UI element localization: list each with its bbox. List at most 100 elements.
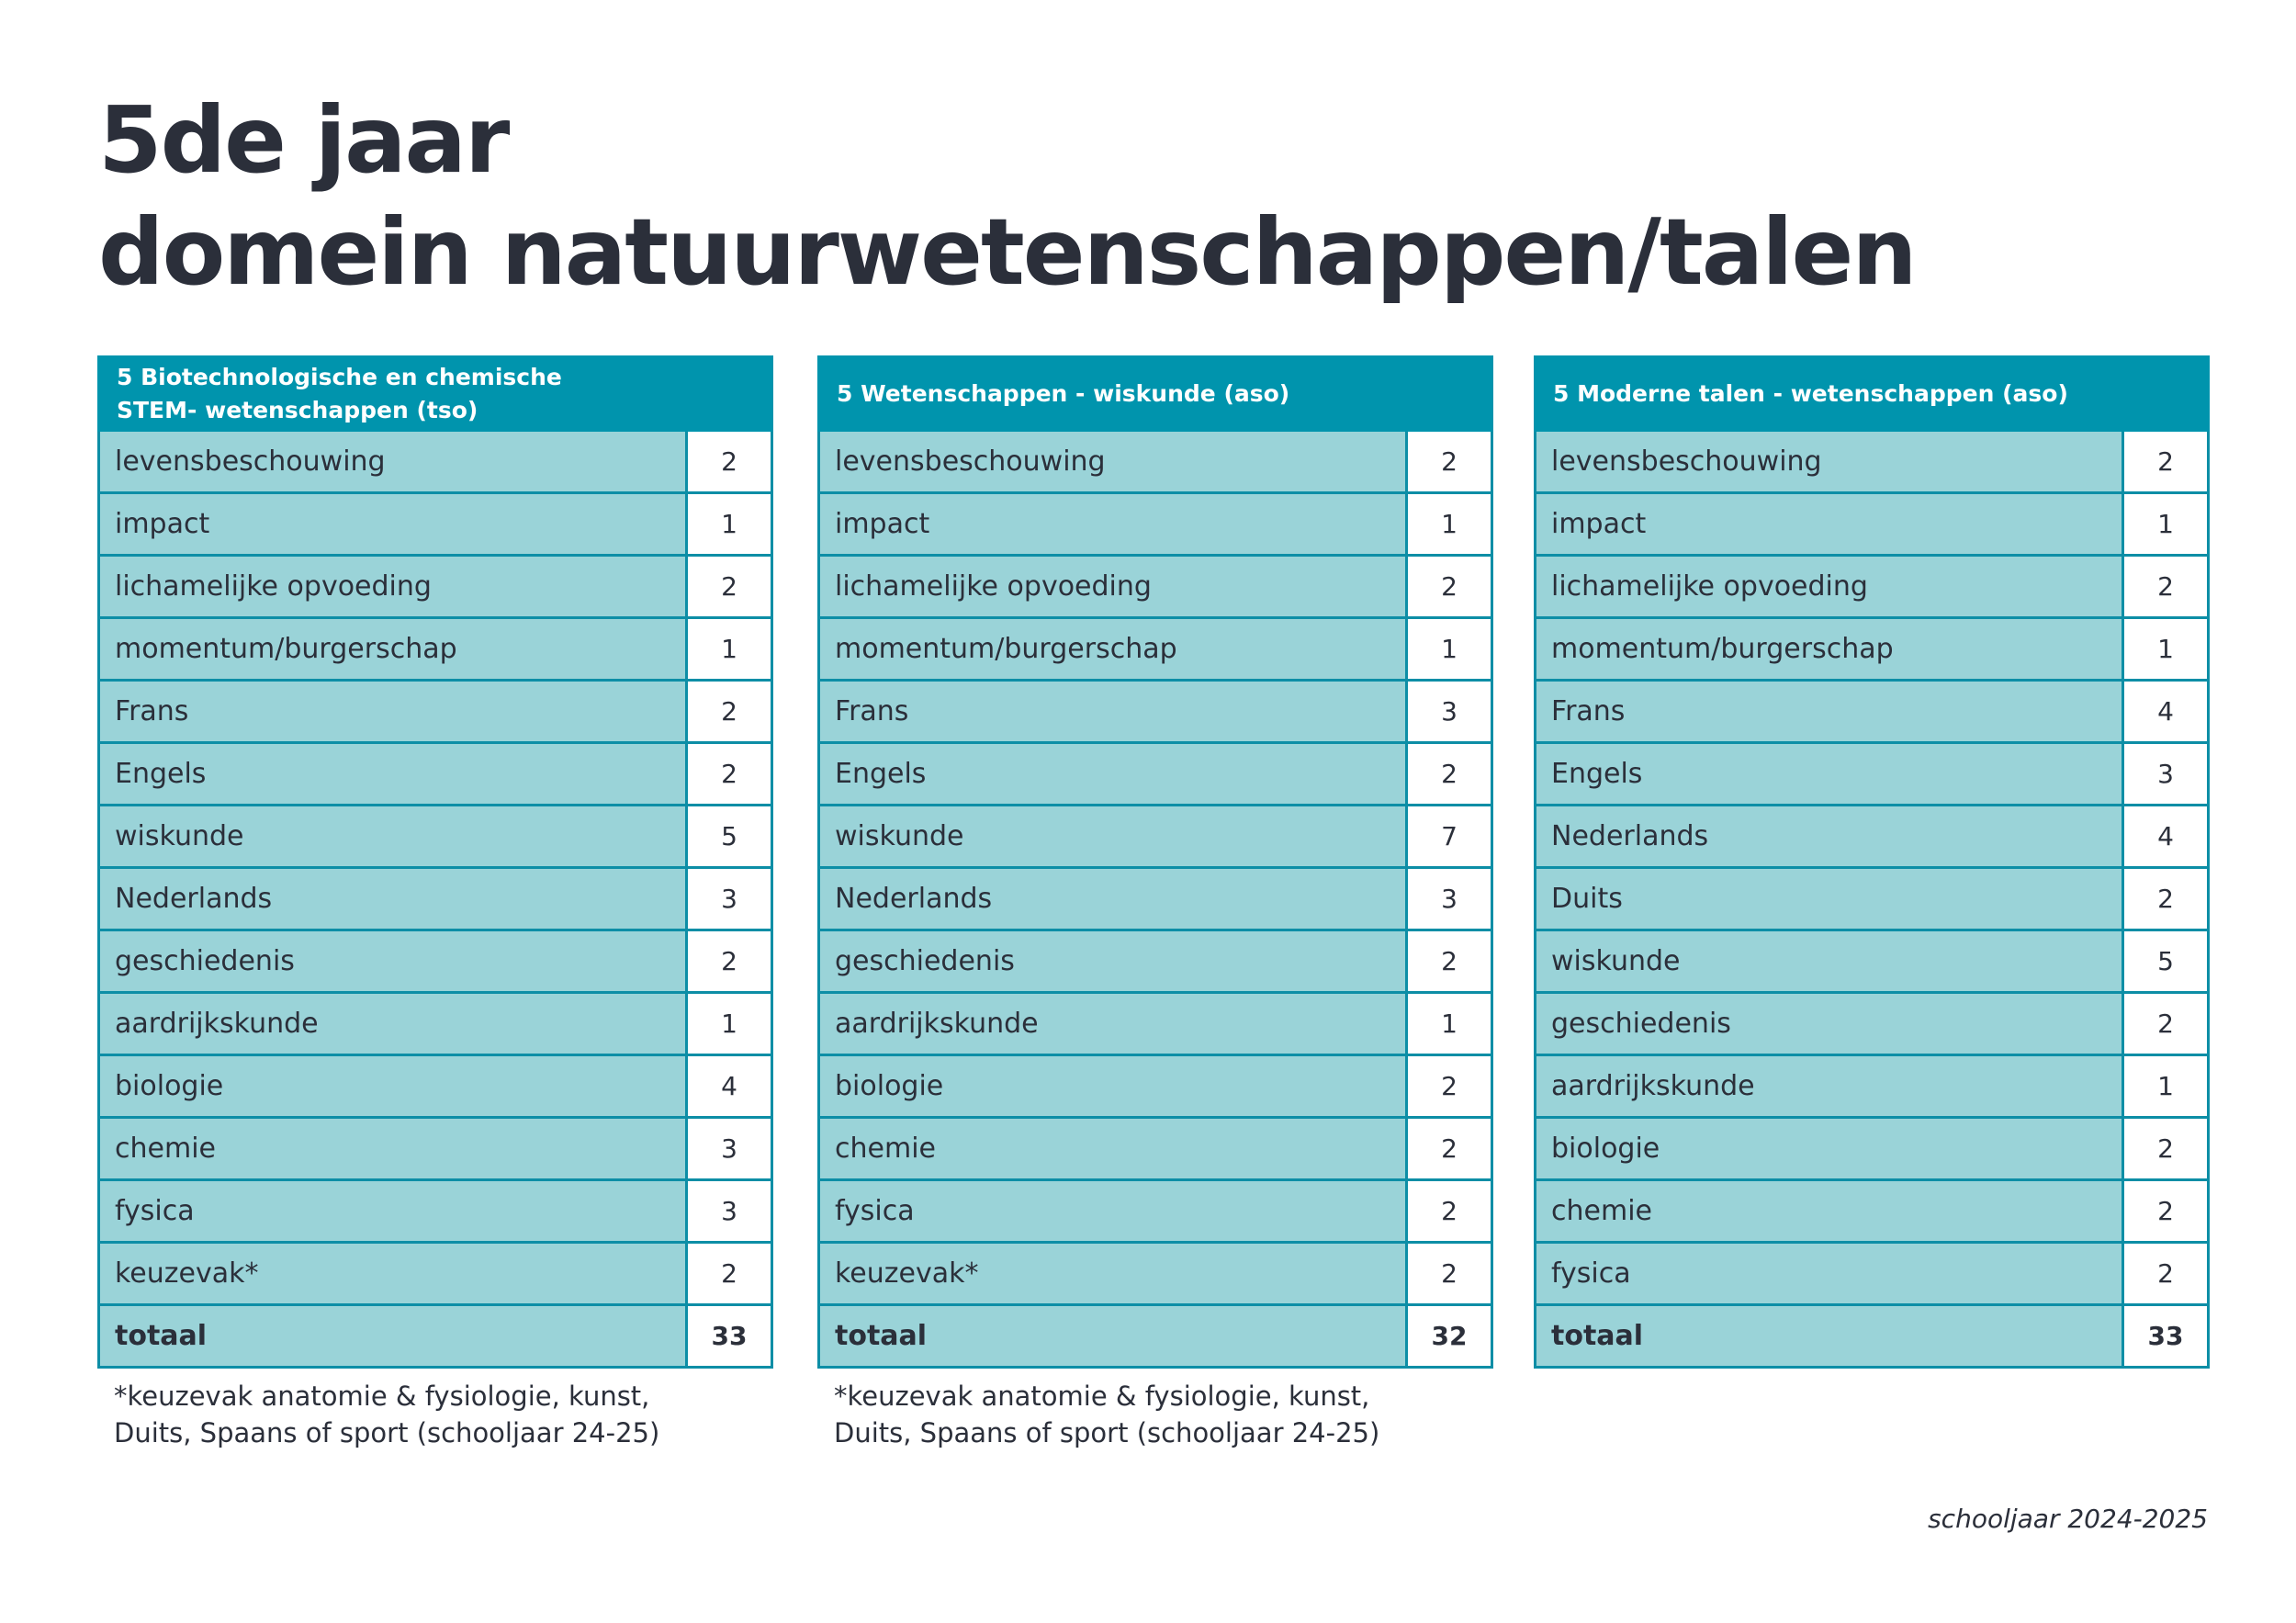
subject-name: Engels bbox=[1534, 741, 2124, 806]
table-row: impact 1 bbox=[1534, 491, 2210, 557]
table-row: lichamelijke opvoeding 2 bbox=[97, 554, 773, 619]
table-row: levensbeschouwing 2 bbox=[1534, 429, 2210, 494]
table-header: 5 Moderne talen - wetenschappen (aso) bbox=[1534, 355, 2210, 432]
subject-name: momentum/burgerschap bbox=[817, 616, 1408, 682]
subject-hours: 2 bbox=[2122, 1116, 2210, 1181]
subject-hours: 2 bbox=[1405, 1241, 1493, 1306]
subject-hours: 2 bbox=[685, 929, 773, 994]
school-year-label: schooljaar 2024-2025 bbox=[1928, 1504, 2208, 1534]
table-row: momentum/burgerschap 1 bbox=[817, 616, 1493, 682]
table-row: Nederlands 3 bbox=[817, 866, 1493, 931]
subject-hours: 1 bbox=[2122, 616, 2210, 682]
subject-hours: 3 bbox=[685, 1116, 773, 1181]
subject-hours: 2 bbox=[1405, 1116, 1493, 1181]
subject-hours: 2 bbox=[1405, 554, 1493, 619]
table-row: momentum/burgerschap 1 bbox=[97, 616, 773, 682]
total-row: totaal 33 bbox=[1534, 1303, 2210, 1369]
total-value: 33 bbox=[2122, 1303, 2210, 1369]
subject-name: Duits bbox=[1534, 866, 2124, 931]
table-row: geschiedenis 2 bbox=[1534, 991, 2210, 1056]
total-value: 33 bbox=[685, 1303, 773, 1369]
subject-name: Engels bbox=[97, 741, 688, 806]
subject-name: geschiedenis bbox=[1534, 991, 2124, 1056]
table-row: Nederlands 4 bbox=[1534, 804, 2210, 869]
table-row: biologie 2 bbox=[817, 1054, 1493, 1119]
subjects-table: 5 Wetenschappen - wiskunde (aso) levensbe… bbox=[817, 355, 1493, 1369]
subject-name: chemie bbox=[1534, 1178, 2124, 1244]
subject-hours: 2 bbox=[2122, 991, 2210, 1056]
table-row: Frans 3 bbox=[817, 679, 1493, 744]
subject-hours: 3 bbox=[1405, 866, 1493, 931]
subject-hours: 3 bbox=[2122, 741, 2210, 806]
table-row: lichamelijke opvoeding 2 bbox=[817, 554, 1493, 619]
total-label: totaal bbox=[1534, 1303, 2124, 1369]
subject-hours: 7 bbox=[1405, 804, 1493, 869]
table-row: impact 1 bbox=[97, 491, 773, 557]
table-row: geschiedenis 2 bbox=[97, 929, 773, 994]
subject-hours: 1 bbox=[2122, 1054, 2210, 1119]
table-row: Frans 4 bbox=[1534, 679, 2210, 744]
table-row: Engels 3 bbox=[1534, 741, 2210, 806]
subject-hours: 5 bbox=[685, 804, 773, 869]
table-row: fysica 3 bbox=[97, 1178, 773, 1244]
page-title-line2: domein natuurwetenschappen/talen bbox=[98, 198, 1918, 306]
table-header-line2: STEM- wetenschappen (tso) bbox=[117, 396, 478, 423]
table-row: wiskunde 5 bbox=[97, 804, 773, 869]
subject-hours: 2 bbox=[2122, 866, 2210, 931]
subject-hours: 2 bbox=[1405, 741, 1493, 806]
table-block-wetenschappen-wiskunde: 5 Wetenschappen - wiskunde (aso) levensbe… bbox=[817, 355, 1493, 1451]
subjects-table: 5 Biotechnologische en chemische STEM- we… bbox=[97, 355, 773, 1369]
subject-name: wiskunde bbox=[97, 804, 688, 869]
table-row: levensbeschouwing 2 bbox=[817, 429, 1493, 494]
table-row: wiskunde 7 bbox=[817, 804, 1493, 869]
subject-name: aardrijkskunde bbox=[817, 991, 1408, 1056]
table-row: aardrijkskunde 1 bbox=[1534, 1054, 2210, 1119]
subject-name: aardrijkskunde bbox=[1534, 1054, 2124, 1119]
subject-name: keuzevak* bbox=[97, 1241, 688, 1306]
subject-name: Frans bbox=[97, 679, 688, 744]
subject-hours: 1 bbox=[1405, 491, 1493, 557]
subject-name: levensbeschouwing bbox=[97, 429, 688, 494]
subject-name: chemie bbox=[817, 1116, 1408, 1181]
subject-hours: 5 bbox=[2122, 929, 2210, 994]
table-row: keuzevak* 2 bbox=[97, 1241, 773, 1306]
subject-hours: 4 bbox=[2122, 804, 2210, 869]
subject-hours: 3 bbox=[1405, 679, 1493, 744]
subject-name: levensbeschouwing bbox=[1534, 429, 2124, 494]
table-row: lichamelijke opvoeding 2 bbox=[1534, 554, 2210, 619]
table-row: fysica 2 bbox=[1534, 1241, 2210, 1306]
table-row: impact 1 bbox=[817, 491, 1493, 557]
table-row: Duits 2 bbox=[1534, 866, 2210, 931]
subject-hours: 2 bbox=[1405, 1178, 1493, 1244]
subject-name: Nederlands bbox=[97, 866, 688, 931]
subject-hours: 2 bbox=[685, 1241, 773, 1306]
subject-hours: 2 bbox=[685, 554, 773, 619]
table-row: Nederlands 3 bbox=[97, 866, 773, 931]
subject-name: lichamelijke opvoeding bbox=[1534, 554, 2124, 619]
subject-hours: 3 bbox=[685, 1178, 773, 1244]
subject-name: biologie bbox=[97, 1054, 688, 1119]
subject-name: Frans bbox=[1534, 679, 2124, 744]
subject-hours: 3 bbox=[685, 866, 773, 931]
subject-hours: 1 bbox=[1405, 616, 1493, 682]
total-row: totaal 32 bbox=[817, 1303, 1493, 1369]
subject-hours: 2 bbox=[1405, 929, 1493, 994]
subject-hours: 2 bbox=[685, 741, 773, 806]
footnote-line2: Duits, Spaans of sport (schooljaar 24-25… bbox=[834, 1417, 1380, 1448]
table-row: biologie 4 bbox=[97, 1054, 773, 1119]
footnote-line2: Duits, Spaans of sport (schooljaar 24-25… bbox=[114, 1417, 660, 1448]
page-title-line1: 5de jaar bbox=[98, 86, 510, 194]
subject-name: lichamelijke opvoeding bbox=[97, 554, 688, 619]
footnote: *keuzevak anatomie & fysiologie, kunst, D… bbox=[114, 1378, 771, 1451]
table-row: biologie 2 bbox=[1534, 1116, 2210, 1181]
table-row: momentum/burgerschap 1 bbox=[1534, 616, 2210, 682]
subject-name: levensbeschouwing bbox=[817, 429, 1408, 494]
subject-name: fysica bbox=[817, 1178, 1408, 1244]
subject-name: biologie bbox=[1534, 1116, 2124, 1181]
table-row: levensbeschouwing 2 bbox=[97, 429, 773, 494]
subject-hours: 2 bbox=[2122, 1178, 2210, 1244]
subject-hours: 1 bbox=[685, 491, 773, 557]
subject-name: impact bbox=[1534, 491, 2124, 557]
subject-name: lichamelijke opvoeding bbox=[817, 554, 1408, 619]
subject-hours: 1 bbox=[685, 991, 773, 1056]
